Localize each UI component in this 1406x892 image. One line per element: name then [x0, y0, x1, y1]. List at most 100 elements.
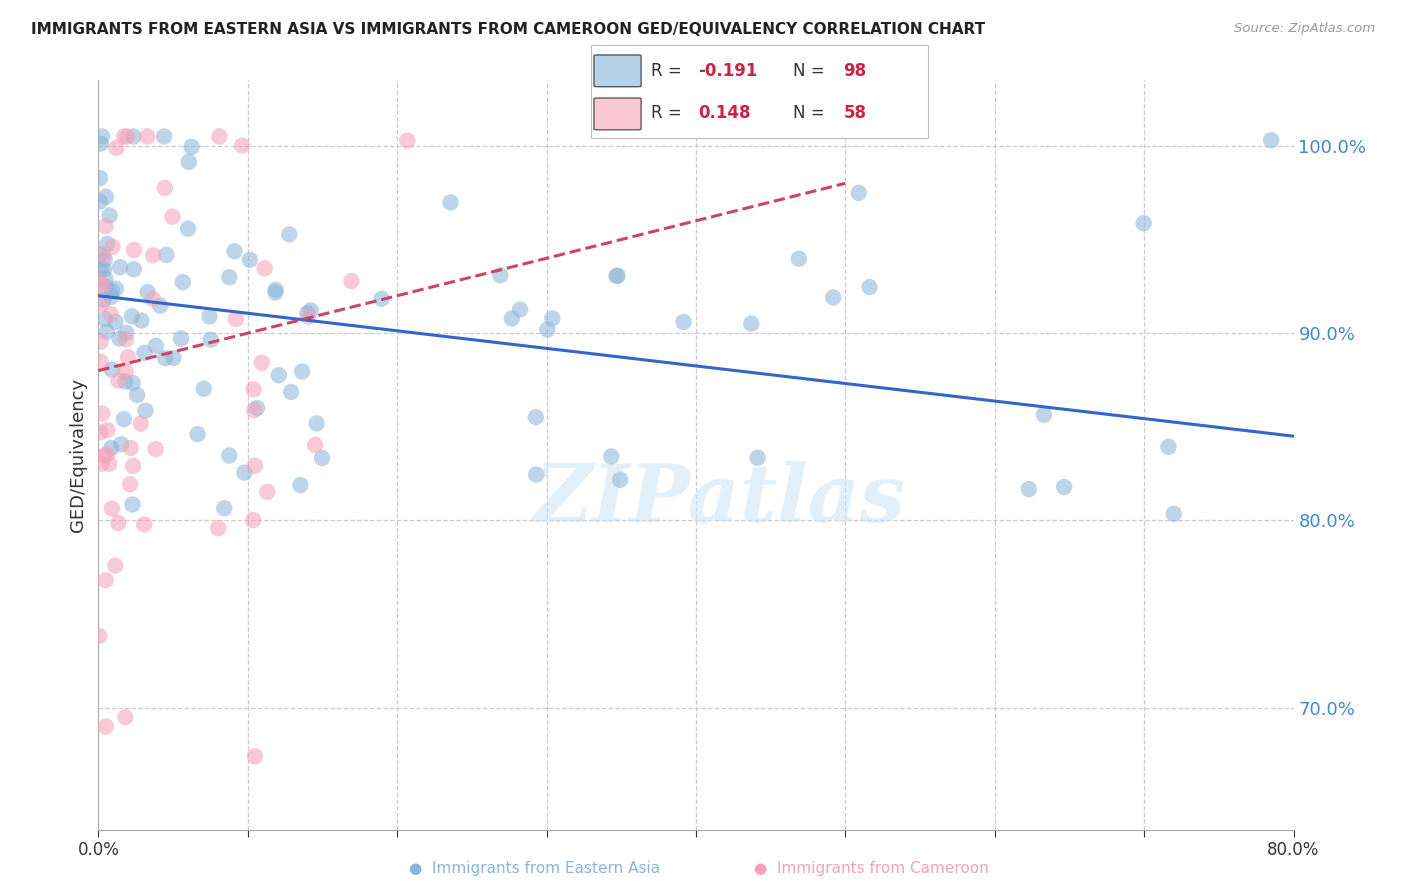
Point	[1033, 408, 1056, 422]
FancyBboxPatch shape	[593, 55, 641, 87]
Point	[101, 501, 124, 516]
Point	[1132, 216, 1154, 230]
Point	[541, 311, 564, 326]
Point	[90, 136, 112, 151]
Point	[225, 312, 247, 326]
Point	[91, 129, 114, 144]
Point	[94, 312, 117, 326]
Point	[98, 457, 121, 471]
Point	[134, 517, 156, 532]
Point	[439, 195, 461, 210]
Point	[1260, 133, 1282, 147]
Point	[90, 354, 112, 368]
Point	[101, 362, 124, 376]
Point	[134, 403, 156, 417]
Point	[606, 268, 628, 283]
Point	[89, 274, 111, 288]
Point	[114, 710, 136, 724]
Point	[193, 382, 215, 396]
Point	[231, 138, 253, 153]
Point	[218, 270, 240, 285]
Point	[299, 303, 322, 318]
Point	[120, 441, 142, 455]
Point	[94, 252, 117, 267]
Point	[305, 417, 328, 431]
Point	[233, 466, 256, 480]
Point	[278, 227, 301, 242]
Point	[246, 401, 269, 415]
Point	[91, 293, 114, 307]
Point	[122, 243, 145, 257]
Point	[239, 252, 262, 267]
Text: 98: 98	[844, 62, 866, 79]
Point	[100, 307, 122, 321]
Point	[131, 313, 153, 327]
Point	[101, 240, 124, 254]
Point	[524, 410, 547, 425]
Point	[264, 285, 287, 300]
Point	[848, 186, 870, 200]
Point	[396, 134, 419, 148]
Point	[153, 129, 176, 144]
Text: R =: R =	[651, 62, 682, 79]
Point	[672, 315, 695, 329]
Point	[94, 190, 117, 204]
Point	[256, 484, 278, 499]
Point	[170, 332, 193, 346]
Point	[207, 521, 229, 535]
Point	[122, 262, 145, 277]
Point	[134, 346, 156, 360]
Point	[267, 368, 290, 383]
Point	[89, 629, 111, 643]
Point	[112, 412, 135, 426]
Point	[149, 299, 172, 313]
Point	[100, 290, 122, 304]
Text: Source: ZipAtlas.com: Source: ZipAtlas.com	[1234, 22, 1375, 36]
FancyBboxPatch shape	[593, 98, 641, 130]
Point	[101, 284, 124, 298]
Point	[177, 154, 200, 169]
Point	[253, 261, 276, 276]
Point	[96, 325, 118, 339]
Point	[311, 450, 333, 465]
Point	[370, 292, 392, 306]
Point	[112, 129, 135, 144]
Point	[115, 129, 138, 144]
Point	[162, 351, 184, 365]
Point	[89, 247, 111, 261]
Text: 0.148: 0.148	[699, 104, 751, 122]
Point	[108, 332, 131, 346]
Text: ●  Immigrants from Eastern Asia: ● Immigrants from Eastern Asia	[409, 861, 659, 876]
Point	[104, 558, 127, 573]
Point	[1163, 507, 1185, 521]
Point	[107, 374, 129, 388]
Point	[89, 425, 111, 440]
Point	[243, 403, 266, 417]
Point	[115, 326, 138, 340]
Point	[104, 315, 127, 329]
Text: R =: R =	[651, 104, 682, 122]
Point	[509, 302, 531, 317]
Text: N =: N =	[793, 104, 824, 122]
Point	[100, 441, 122, 455]
Y-axis label: GED/Equivalency: GED/Equivalency	[69, 378, 87, 532]
Point	[93, 262, 115, 277]
Point	[155, 248, 177, 262]
Point	[180, 140, 202, 154]
Point	[208, 129, 231, 144]
Point	[242, 513, 264, 527]
Point	[145, 339, 167, 353]
Point	[747, 450, 769, 465]
Point	[600, 450, 623, 464]
Point	[218, 449, 240, 463]
Point	[1018, 482, 1040, 496]
Point	[136, 285, 159, 299]
Point	[94, 219, 117, 233]
Point	[94, 720, 117, 734]
Point	[96, 447, 118, 461]
Point	[172, 275, 194, 289]
Point	[121, 376, 143, 390]
Point	[117, 351, 139, 365]
Point	[93, 449, 115, 463]
Point	[290, 478, 312, 492]
